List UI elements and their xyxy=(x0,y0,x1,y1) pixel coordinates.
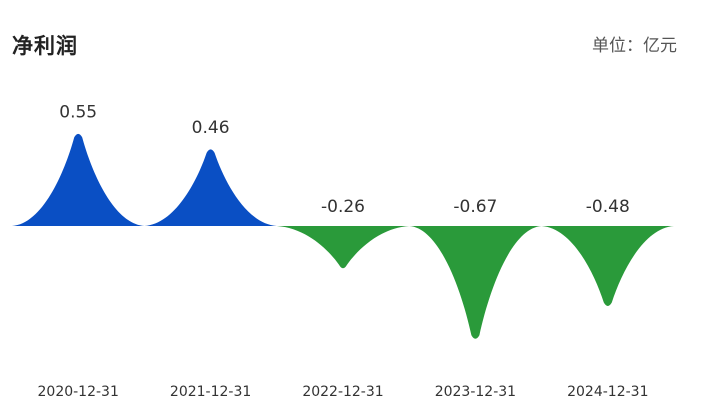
bar-2021-12-31 xyxy=(144,149,277,226)
bar-2024-12-31 xyxy=(541,226,674,307)
category-label: 2022-12-31 xyxy=(302,384,383,400)
bar-2020-12-31 xyxy=(12,133,145,226)
category-label: 2020-12-31 xyxy=(38,384,119,400)
bar-2023-12-31 xyxy=(409,226,542,339)
bar-2022-12-31 xyxy=(276,226,410,269)
value-label: 0.55 xyxy=(59,102,97,122)
value-label: -0.67 xyxy=(453,197,497,217)
value-label: -0.48 xyxy=(586,197,630,217)
category-label: 2023-12-31 xyxy=(435,384,516,400)
unit-label: 单位：亿元 xyxy=(592,36,677,56)
category-label: 2021-12-31 xyxy=(170,384,251,400)
value-label: -0.26 xyxy=(321,197,365,217)
chart-title: 净利润 xyxy=(12,34,78,58)
category-label: 2024-12-31 xyxy=(567,384,648,400)
value-label: 0.46 xyxy=(192,118,230,138)
